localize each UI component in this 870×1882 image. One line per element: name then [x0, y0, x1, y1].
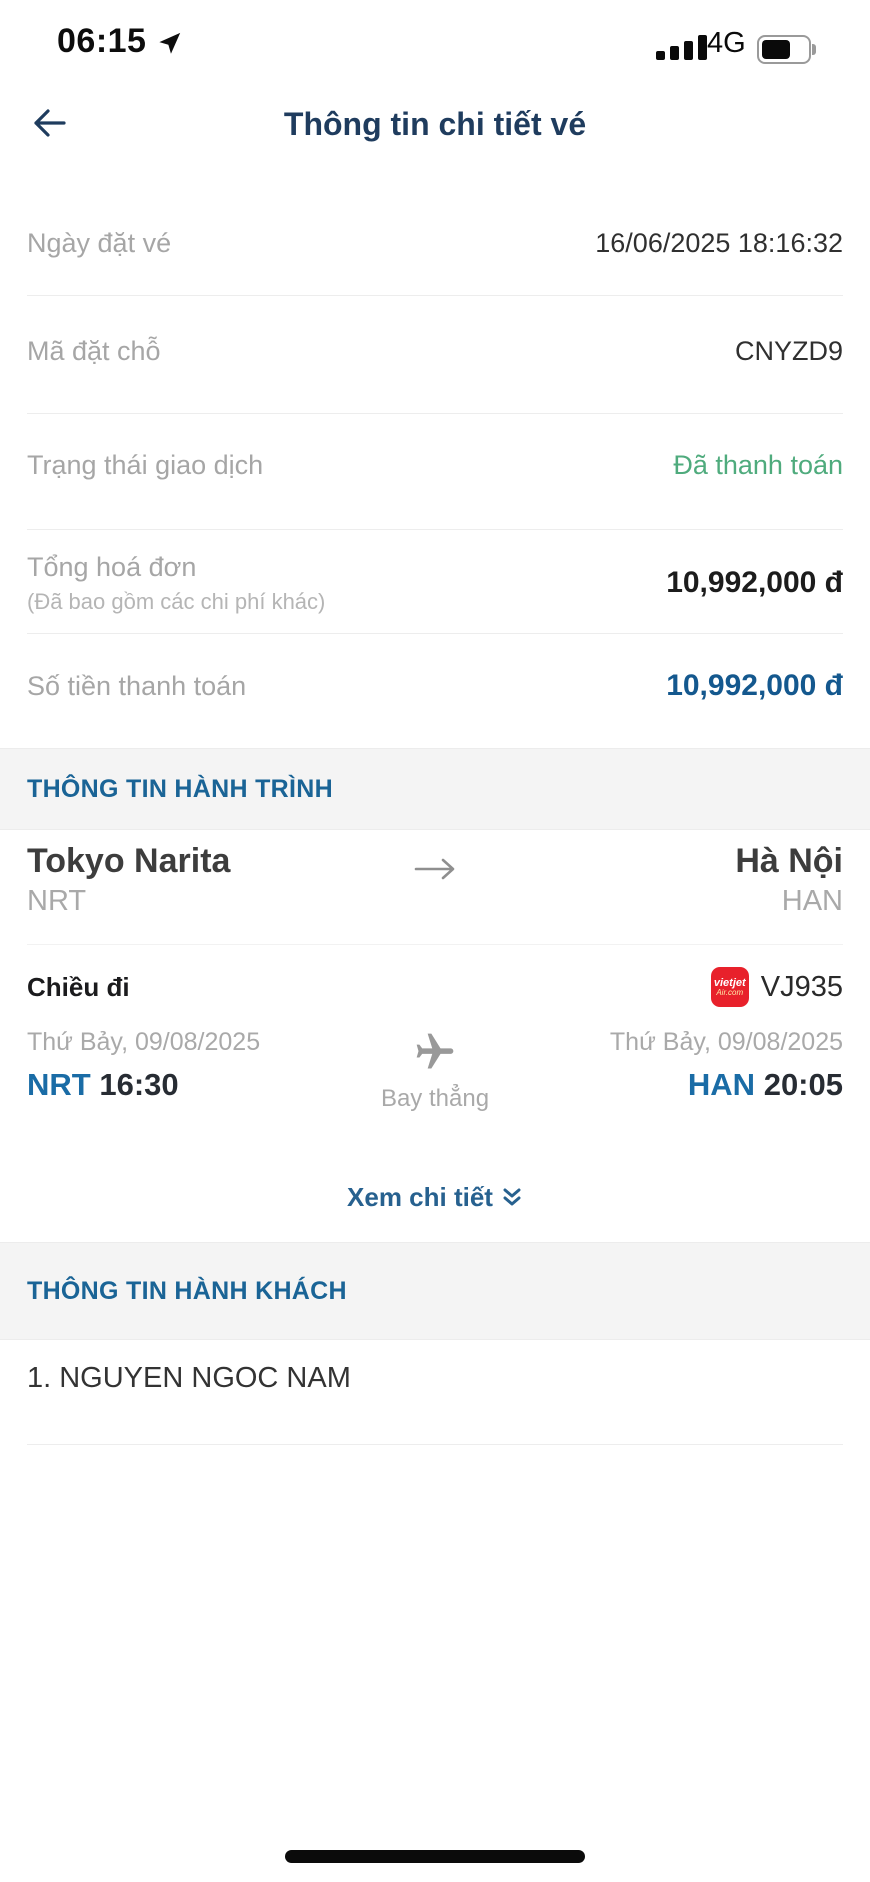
see-details-link[interactable]: Xem chi tiết: [0, 1182, 870, 1213]
arrival-date: Thứ Bảy, 09/08/2025: [609, 1028, 843, 1056]
flight-detail-row: Thứ Bảy, 09/08/2025 NRT 16:30 Bay thẳng …: [27, 1028, 843, 1113]
battery-icon: [757, 35, 816, 64]
booking-date-label: Ngày đặt vé: [27, 227, 172, 258]
divider: [27, 413, 843, 414]
vietjet-logo: vietjet Air.com: [710, 967, 749, 1007]
double-chevron-down-icon: [503, 1188, 521, 1205]
divider: [27, 1444, 843, 1445]
total-invoice-sublabel: (Đã bao gồm các chi phí khác): [27, 588, 326, 614]
transaction-status-badge: Đã thanh toán: [673, 449, 843, 480]
divider: [27, 295, 843, 296]
route-arrow-icon: [0, 856, 870, 887]
route-row: Tokyo Narita NRT Hà Nội HAN: [27, 842, 843, 918]
paid-amount-row: Số tiền thanh toán 10,992,000 đ: [27, 661, 843, 711]
transaction-status-row: Trạng thái giao dịch Đã thanh toán: [27, 440, 843, 490]
signal-strength-icon: [656, 34, 707, 60]
departure-time: 16:30: [99, 1067, 179, 1102]
status-bar: 06:15 4G: [0, 0, 870, 78]
origin-city: Tokyo Narita: [27, 842, 231, 880]
booking-code-label: Mã đặt chỗ: [27, 335, 161, 366]
paid-amount-label: Số tiền thanh toán: [27, 670, 247, 701]
total-invoice-value: 10,992,000 đ: [666, 566, 843, 599]
header: Thông tin chi tiết vé: [0, 96, 870, 156]
arrival-time: 20:05: [763, 1067, 843, 1102]
itinerary-section-header: THÔNG TIN HÀNH TRÌNH: [0, 748, 870, 830]
destination-code: HAN: [781, 885, 843, 917]
divider: [27, 944, 843, 945]
origin-code: NRT: [27, 885, 87, 917]
total-invoice-label: Tổng hoá đơn: [27, 551, 197, 582]
paid-amount-value: 10,992,000 đ: [666, 669, 843, 702]
see-details-label: Xem chi tiết: [347, 1182, 493, 1212]
divider: [27, 633, 843, 634]
booking-date-row: Ngày đặt vé 16/06/2025 18:16:32: [27, 218, 843, 268]
destination-block: Hà Nội HAN: [735, 842, 843, 918]
passenger-name: 1. NGUYEN NGOC NAM: [27, 1362, 351, 1394]
flight-number: VJ935: [760, 970, 843, 1003]
booking-date-value: 16/06/2025 18:16:32: [595, 227, 843, 258]
plane-icon: [412, 1030, 458, 1079]
departure-airport-code: NRT: [27, 1067, 91, 1102]
stops-label: Bay thẳng: [380, 1085, 490, 1112]
total-invoice-row: Tổng hoá đơn (Đã bao gồm các chi phí khá…: [27, 545, 843, 621]
arrival-block: Thứ Bảy, 09/08/2025 HAN 20:05: [610, 1028, 843, 1113]
leg-header-row: Chiều đi vietjet Air.com VJ935: [27, 960, 843, 1014]
passenger-section-header: THÔNG TIN HÀNH KHÁCH: [0, 1242, 870, 1340]
destination-city: Hà Nội: [735, 842, 843, 880]
back-button[interactable]: [30, 106, 74, 146]
arrival-airport-code: HAN: [687, 1067, 756, 1102]
divider: [27, 529, 843, 530]
stops-block: Bay thẳng: [381, 1030, 489, 1113]
itinerary-section-title: THÔNG TIN HÀNH TRÌNH: [27, 774, 333, 803]
origin-block: Tokyo Narita NRT: [27, 842, 230, 918]
passenger-section-title: THÔNG TIN HÀNH KHÁCH: [27, 1276, 347, 1305]
network-type-label: 4G: [707, 27, 746, 59]
page-title: Thông tin chi tiết vé: [283, 106, 587, 142]
booking-code-value: CNYZD9: [734, 335, 843, 366]
transaction-status-label: Trạng thái giao dịch: [27, 449, 264, 480]
leg-label: Chiều đi: [27, 971, 130, 1002]
booking-code-row: Mã đặt chỗ CNYZD9: [27, 326, 843, 376]
departure-date: Thứ Bảy, 09/08/2025: [27, 1028, 261, 1056]
departure-block: Thứ Bảy, 09/08/2025 NRT 16:30: [27, 1028, 260, 1113]
location-arrow-icon: [156, 30, 183, 62]
clock: 06:15: [57, 22, 147, 60]
home-indicator[interactable]: [285, 1850, 585, 1863]
